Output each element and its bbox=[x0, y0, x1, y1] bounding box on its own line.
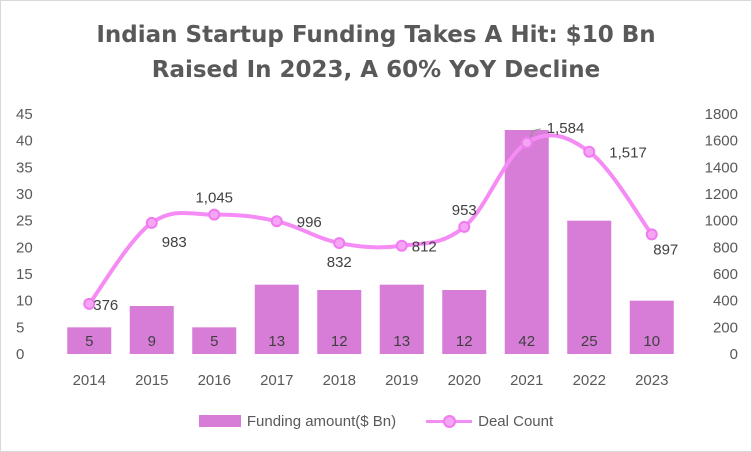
chart-title: Indian Startup Funding Takes A Hit: $10 … bbox=[0, 18, 752, 88]
left-tick-label: 35 bbox=[16, 159, 33, 176]
right-tick-label: 200 bbox=[713, 319, 738, 336]
deal-count-point bbox=[333, 237, 346, 250]
right-tick-label: 1200 bbox=[705, 186, 738, 203]
funding-bar-label: 10 bbox=[643, 333, 660, 350]
deal-count-path bbox=[87, 133, 654, 306]
funding-bar bbox=[567, 220, 612, 354]
funding-bar bbox=[67, 327, 112, 354]
deal-count-label: 832 bbox=[327, 254, 352, 271]
deal-count-label: 1,584 bbox=[547, 120, 585, 137]
funding-bar-label: 42 bbox=[518, 333, 535, 350]
legend-bar-swatch bbox=[198, 415, 241, 427]
funding-bar-label: 13 bbox=[268, 333, 285, 350]
deal-count-point bbox=[145, 216, 158, 229]
legend-item-funding: Funding amount($ Bn) bbox=[198, 412, 397, 430]
deal-count-label: 1,045 bbox=[195, 190, 233, 207]
funding-bar bbox=[317, 290, 362, 354]
left-tick-label: 20 bbox=[16, 239, 33, 256]
right-tick-label: 1400 bbox=[705, 159, 738, 176]
right-tick-label: 400 bbox=[713, 293, 738, 310]
legend: Funding amount($ Bn) Deal Count bbox=[0, 408, 752, 434]
deal-count-point bbox=[83, 297, 96, 310]
deal-count-point bbox=[270, 215, 283, 228]
right-tick-label: 1600 bbox=[705, 133, 738, 150]
legend-line-swatch bbox=[426, 414, 473, 428]
funding-bars: 5 9 5 13 12 13 12 42 25 10 bbox=[67, 130, 674, 354]
deal-count-point bbox=[208, 208, 221, 221]
x-tick-label: 2023 bbox=[635, 372, 668, 389]
deal-count-point bbox=[395, 239, 408, 252]
left-tick-label: 10 bbox=[16, 293, 33, 310]
right-tick-label: 1000 bbox=[705, 213, 738, 230]
funding-bar bbox=[442, 290, 487, 354]
x-tick-label: 2018 bbox=[323, 372, 356, 389]
left-tick-label: 15 bbox=[16, 266, 33, 283]
deal-count-label: 897 bbox=[653, 241, 678, 258]
funding-bar-label: 5 bbox=[85, 333, 93, 350]
deal-count-point bbox=[645, 228, 658, 241]
funding-bar bbox=[129, 306, 174, 354]
funding-bar bbox=[254, 284, 299, 354]
x-tick-label: 2016 bbox=[198, 372, 231, 389]
label-leader-line bbox=[530, 128, 541, 137]
funding-bar-label: 9 bbox=[148, 333, 156, 350]
left-tick-label: 40 bbox=[16, 133, 33, 150]
deal-count-label: 996 bbox=[297, 214, 322, 231]
deal-count-label: 812 bbox=[412, 239, 437, 256]
right-tick-label: 0 bbox=[730, 346, 738, 363]
funding-bar-label: 5 bbox=[210, 333, 218, 350]
funding-bar-label: 12 bbox=[331, 333, 348, 350]
x-tick-label: 2014 bbox=[73, 372, 106, 389]
x-tick-label: 2019 bbox=[385, 372, 418, 389]
funding-bar-label: 13 bbox=[393, 333, 410, 350]
right-tick-label: 800 bbox=[713, 239, 738, 256]
x-tick-label: 2021 bbox=[510, 372, 543, 389]
deal-count-line: 376 983 1,045 996 832 812 953 1,584 1,517 897 bbox=[83, 120, 678, 314]
deal-count-label: 953 bbox=[452, 202, 477, 219]
left-tick-label: 45 bbox=[16, 106, 33, 123]
right-tick-label: 600 bbox=[713, 266, 738, 283]
x-tick-label: 2020 bbox=[448, 372, 481, 389]
left-tick-label: 0 bbox=[16, 346, 24, 363]
funding-bar bbox=[192, 327, 237, 354]
right-y-axis: 0 200 400 600 800 1000 1200 1400 1600 1800 bbox=[705, 106, 738, 363]
deal-count-label: 983 bbox=[162, 234, 187, 251]
left-tick-label: 5 bbox=[16, 319, 24, 336]
funding-bar bbox=[379, 284, 424, 354]
chart-title-line-1: Indian Startup Funding Takes A Hit: $10 … bbox=[96, 22, 656, 48]
funding-bar bbox=[629, 300, 674, 354]
deal-count-point bbox=[458, 220, 471, 233]
x-tick-label: 2015 bbox=[135, 372, 168, 389]
funding-bar-label: 12 bbox=[456, 333, 473, 350]
left-tick-label: 30 bbox=[16, 186, 33, 203]
x-tick-label: 2017 bbox=[260, 372, 293, 389]
x-axis: 2014 2015 2016 2017 2018 2019 2020 2021 2022 2023 bbox=[73, 372, 669, 389]
funding-bar-label: 25 bbox=[581, 333, 598, 350]
left-y-axis: 0 5 10 15 20 25 30 35 40 45 bbox=[16, 106, 33, 363]
chart-title-line-2: Raised In 2023, A 60% YoY Decline bbox=[151, 57, 601, 83]
legend-label-deal-count: Deal Count bbox=[478, 412, 554, 430]
right-tick-label: 1800 bbox=[705, 106, 738, 123]
legend-item-deal-count: Deal Count bbox=[426, 413, 553, 430]
legend-label-funding: Funding amount($ Bn) bbox=[246, 412, 397, 430]
deal-count-label: 1,517 bbox=[609, 145, 647, 162]
left-tick-label: 25 bbox=[16, 213, 33, 230]
x-tick-label: 2022 bbox=[573, 372, 606, 389]
deal-count-point bbox=[583, 145, 596, 158]
deal-count-point bbox=[520, 136, 533, 149]
funding-bar bbox=[504, 130, 549, 354]
deal-count-label: 376 bbox=[93, 297, 118, 314]
